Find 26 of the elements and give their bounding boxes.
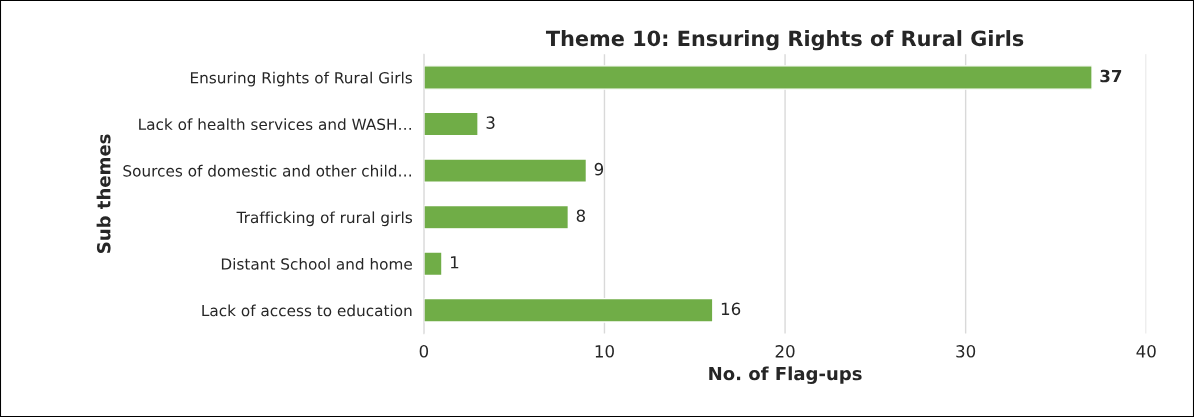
x-tick-label: 0 xyxy=(419,345,429,358)
data-label: 3 xyxy=(486,116,495,129)
data-label: 9 xyxy=(594,162,604,176)
bar xyxy=(423,158,588,183)
bar xyxy=(423,251,443,277)
y-tick-label: Sources of domestic and other child… xyxy=(123,164,411,177)
x-axis-title: No. of Flag-ups xyxy=(709,366,862,385)
x-tick-label: 40 xyxy=(1136,345,1156,358)
y-tick-label: Lack of access to education xyxy=(202,304,412,317)
y-axis-title: Sub themes xyxy=(96,134,111,253)
y-tick-label: Lack of health services and WASH… xyxy=(139,118,411,131)
x-tick-label: 20 xyxy=(775,345,795,358)
data-label: 8 xyxy=(576,209,586,223)
data-label: 37 xyxy=(1100,69,1122,83)
x-tick-label: 10 xyxy=(595,345,614,358)
bar xyxy=(423,111,479,137)
chart-title: Theme 10: Ensuring Rights of Rural Girls xyxy=(545,30,1024,51)
data-label: 16 xyxy=(721,302,741,316)
bar xyxy=(423,297,714,323)
x-tick-label: 30 xyxy=(956,345,976,358)
data-label: 1 xyxy=(450,256,459,269)
y-tick-label: Ensuring Rights of Rural Girls xyxy=(190,71,413,87)
y-tick-label: Distant School and home xyxy=(221,257,412,270)
bar xyxy=(423,204,570,230)
y-tick-label: Trafficking of rural girls xyxy=(236,211,413,227)
bar xyxy=(423,65,1093,90)
